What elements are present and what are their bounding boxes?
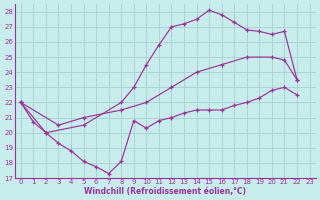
X-axis label: Windchill (Refroidissement éolien,°C): Windchill (Refroidissement éolien,°C) bbox=[84, 187, 246, 196]
